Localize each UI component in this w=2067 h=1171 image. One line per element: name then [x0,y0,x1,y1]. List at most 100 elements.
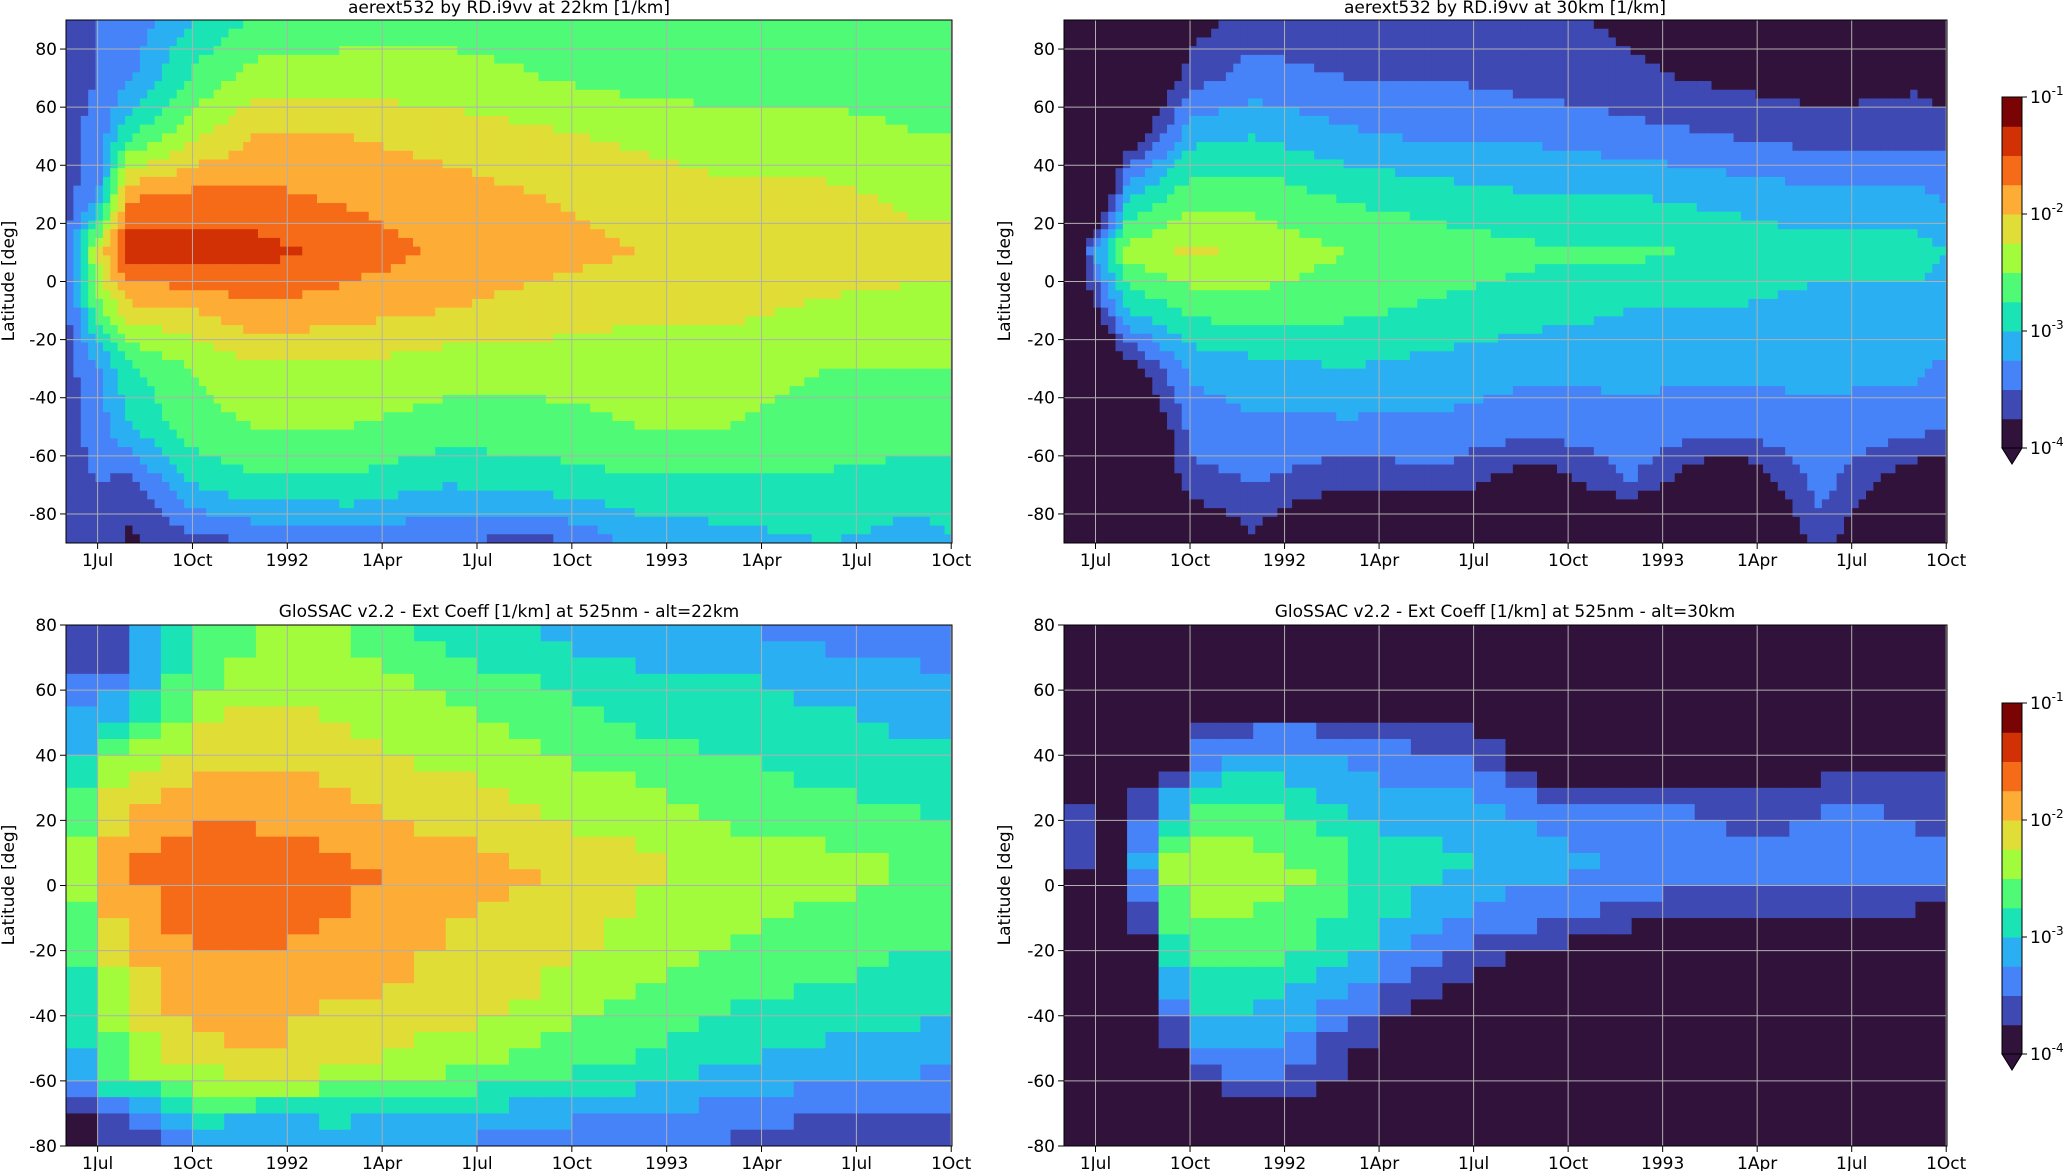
heatmap-cell [413,159,421,169]
heatmap-cell [634,124,643,134]
heatmap-cell [317,481,326,492]
heatmap-cell [265,359,274,370]
heatmap-cell [604,333,613,344]
heatmap-cell [117,20,126,30]
heatmap-cell [597,142,606,152]
heatmap-cell [198,499,207,509]
heatmap-cell [612,255,621,265]
heatmap-cell [184,316,193,326]
heatmap-cell [531,115,540,126]
heatmap-cell [479,394,488,405]
heatmap-cell [612,203,621,213]
heatmap-cell [125,98,134,108]
heatmap-cell [449,325,458,335]
heatmap-cell [545,237,554,248]
heatmap-cell [309,20,318,30]
heatmap-cell [464,211,473,222]
heatmap-cell [604,246,613,256]
heatmap-cell [516,81,525,91]
heatmap-cell [560,246,569,256]
heatmap-cell [206,37,215,47]
heatmap-cell [486,185,495,195]
heatmap-cell [538,46,547,56]
heatmap-cell [309,176,318,187]
heatmap-cell [250,359,259,370]
heatmap-cell [612,159,621,169]
heatmap-cell [339,98,348,108]
heatmap-cell [604,272,613,283]
heatmap-cell [191,54,200,65]
heatmap-cell [486,72,495,82]
heatmap-cell [125,307,134,317]
heatmap-cell [590,403,599,413]
heatmap-cell [604,194,613,204]
heatmap-cell [191,185,200,195]
heatmap-cell [80,124,89,134]
heatmap-cell [280,98,289,108]
heatmap-cell [664,115,673,126]
heatmap-cell [479,272,488,283]
heatmap-cell [597,107,606,117]
heatmap-cell [405,107,414,117]
heatmap-cell [243,473,252,483]
heatmap-cell [176,447,185,457]
heatmap-cell [604,37,613,47]
heatmap-cell [619,246,628,256]
heatmap-cell [125,473,134,483]
heatmap-cell [184,255,193,265]
heatmap-cell [198,342,207,352]
heatmap-cell [442,272,451,283]
heatmap-cell [66,168,74,178]
heatmap-cell [664,176,673,187]
heatmap-cell [66,98,74,108]
heatmap-cell [368,508,377,518]
heatmap-cell [627,368,636,378]
heatmap-cell [265,351,274,361]
heatmap-cell [88,98,97,108]
heatmap-cell [612,359,621,370]
heatmap-cell [464,72,473,82]
heatmap-cell [361,298,370,309]
heatmap-cell [66,176,74,187]
heatmap-cell [531,359,540,370]
heatmap-cell [575,438,584,448]
heatmap-cell [176,133,185,143]
heatmap-cell [641,107,650,117]
heatmap-cell [80,342,89,352]
heatmap-cell [464,351,473,361]
heatmap-cell [169,272,178,283]
heatmap-cell [545,481,554,492]
heatmap-cell [132,255,141,265]
heatmap-cell [582,316,591,326]
heatmap-cell [331,534,340,543]
heatmap-cell [206,246,215,256]
heatmap-cell [287,394,296,405]
heatmap-cell [117,534,126,543]
heatmap-cell [80,386,89,396]
heatmap-cell [287,420,296,431]
heatmap-cell [294,20,303,30]
heatmap-cell [420,246,429,256]
heatmap-cell [597,499,606,509]
heatmap-cell [545,290,554,300]
heatmap-cell [184,307,193,317]
heatmap-cell [575,464,584,474]
heatmap-cell [634,28,643,39]
heatmap-cell [280,447,289,457]
heatmap-cell [590,81,599,91]
heatmap-cell [257,133,266,143]
heatmap-cell [169,490,178,501]
heatmap-cell [125,150,134,161]
heatmap-cell [553,203,562,213]
heatmap-cell [324,516,333,527]
heatmap-cell [627,403,636,413]
heatmap-cell [553,386,562,396]
heatmap-cell [139,429,148,439]
heatmap-cell [132,307,141,317]
heatmap-cell [117,429,126,439]
heatmap-cell [257,81,266,91]
heatmap-cell [641,211,650,222]
heatmap-cell [464,281,473,291]
heatmap-cell [294,420,303,431]
heatmap-cell [494,490,503,501]
